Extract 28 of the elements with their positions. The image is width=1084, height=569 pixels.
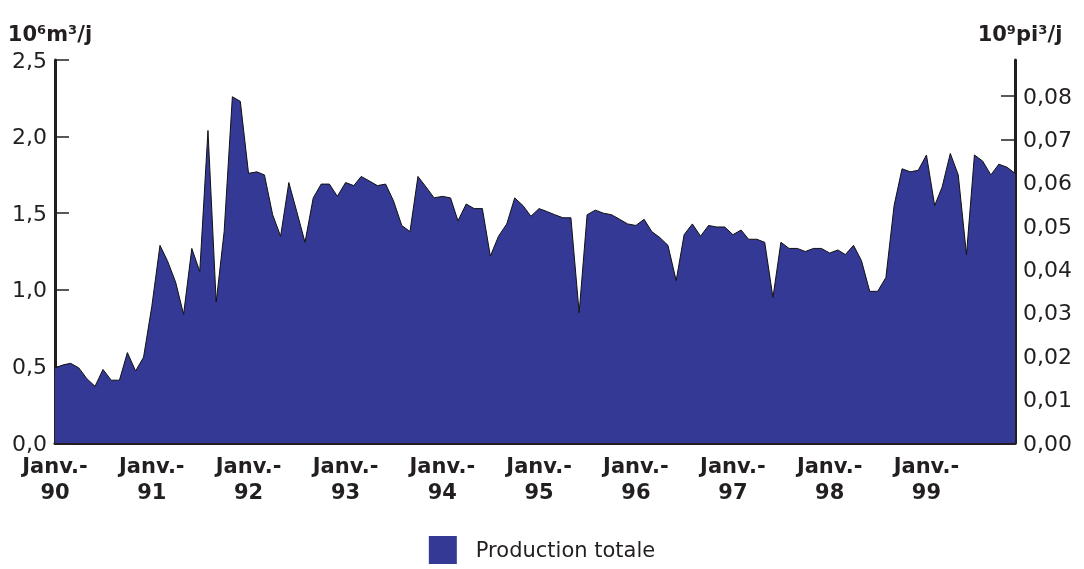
x-tick-label: Janv.- 92 <box>213 454 282 504</box>
y2-tick-label: 0,00 <box>1023 430 1072 456</box>
y2-tick-label: 0,02 <box>1023 343 1072 369</box>
x-tick-label: Janv.- 90 <box>20 454 88 504</box>
x-tick-label: Janv.- 98 <box>794 454 863 504</box>
y-tick-label: 0,0 <box>12 430 47 456</box>
y-tick-label: 1,0 <box>12 277 47 303</box>
y2-axis-title: 10⁹pi³/j <box>977 21 1063 46</box>
y2-tick-label: 0,04 <box>1023 257 1072 282</box>
x-tick-label: Janv.- 97 <box>698 454 766 504</box>
x-tick-label: Janv.- 95 <box>504 454 572 504</box>
x-tick-label: Janv.- 93 <box>310 454 379 504</box>
x-tick-label: Janv.- 96 <box>601 454 669 504</box>
y2-tick-label: 0,03 <box>1023 300 1072 326</box>
y-axis-title: 10⁶m³/j <box>7 21 93 46</box>
y-tick-label: 2,5 <box>12 47 47 73</box>
y2-tick-label: 0,08 <box>1023 83 1072 109</box>
legend-label: Production totale <box>475 538 656 562</box>
y-tick-label: 0,5 <box>12 353 47 379</box>
x-tick-label: Janv.- 99 <box>891 454 960 504</box>
x-tick-label: Janv.- 91 <box>116 454 185 504</box>
y-tick-label: 2,0 <box>12 124 47 150</box>
y2-tick-label: 0,01 <box>1023 387 1072 413</box>
y-tick-label: 1,5 <box>12 200 47 226</box>
x-tick-label: Janv.- 94 <box>407 454 476 504</box>
y2-tick-label: 0,05 <box>1023 213 1072 239</box>
y2-tick-label: 0,07 <box>1023 126 1072 152</box>
y2-tick-label: 0,06 <box>1023 170 1072 196</box>
